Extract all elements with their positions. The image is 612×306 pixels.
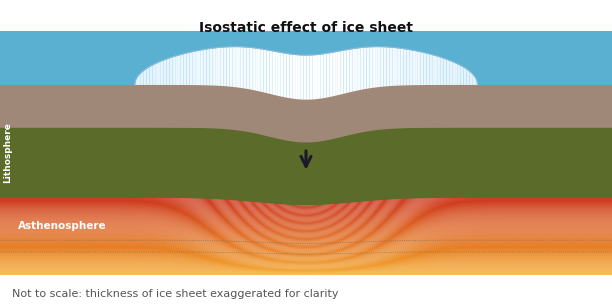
Text: Asthenosphere: Asthenosphere bbox=[18, 222, 107, 231]
Text: Isostatic effect of ice sheet: Isostatic effect of ice sheet bbox=[199, 21, 413, 35]
Text: Lithosphere: Lithosphere bbox=[4, 123, 12, 183]
Text: Not to scale: thickness of ice sheet exaggerated for clarity: Not to scale: thickness of ice sheet exa… bbox=[12, 289, 338, 299]
